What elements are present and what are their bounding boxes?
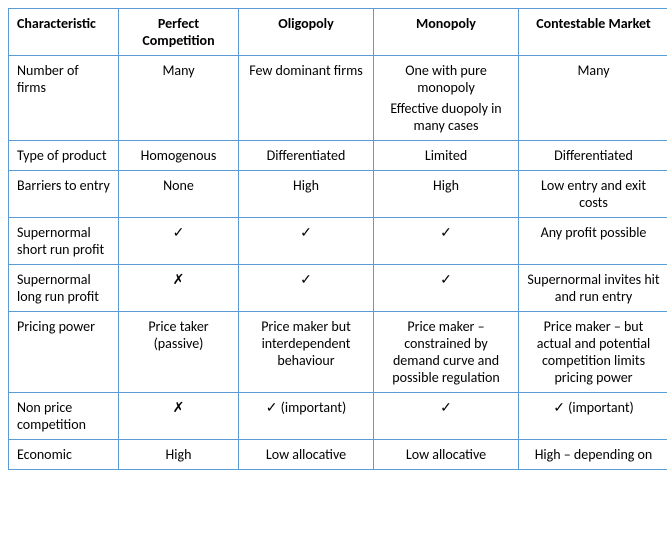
table-cell: Low allocative bbox=[239, 440, 374, 470]
table-cell: Differentiated bbox=[239, 141, 374, 171]
table-cell: High bbox=[119, 440, 239, 470]
table-row: Number of firmsManyFew dominant firmsOne… bbox=[9, 56, 667, 141]
table-cell: One with pure monopoly Effective duopoly … bbox=[374, 56, 519, 141]
table-cell: Few dominant firms bbox=[239, 56, 374, 141]
col-characteristic: Characteristic bbox=[9, 9, 119, 56]
col-monopoly: Monopoly bbox=[374, 9, 519, 56]
cell-line: One with pure monopoly bbox=[382, 62, 510, 96]
table-row: EconomicHighLow allocativeLow allocative… bbox=[9, 440, 667, 470]
row-label: Number of firms bbox=[9, 56, 119, 141]
table-cell: Low entry and exit costs bbox=[519, 171, 667, 218]
table-cell: ✓ (important) bbox=[519, 393, 667, 440]
table-row: Supernormal long run profit✗✓✓Supernorma… bbox=[9, 265, 667, 312]
col-contestable-market: Contestable Market bbox=[519, 9, 667, 56]
table-cell: Price maker – but actual and potential c… bbox=[519, 312, 667, 393]
table-cell: ✓ bbox=[239, 218, 374, 265]
table-header-row: Characteristic Perfect Competition Oligo… bbox=[9, 9, 667, 56]
row-label: Barriers to entry bbox=[9, 171, 119, 218]
col-oligopoly: Oligopoly bbox=[239, 9, 374, 56]
row-label: Economic bbox=[9, 440, 119, 470]
table-cell: High bbox=[239, 171, 374, 218]
row-label: Supernormal short run profit bbox=[9, 218, 119, 265]
table-body: Number of firmsManyFew dominant firmsOne… bbox=[9, 56, 667, 470]
table-cell: ✓ bbox=[239, 265, 374, 312]
table-cell: Many bbox=[119, 56, 239, 141]
row-label: Type of product bbox=[9, 141, 119, 171]
table-row: Non price competition✗✓ (important)✓✓ (i… bbox=[9, 393, 667, 440]
table-cell: Price maker – constrained by demand curv… bbox=[374, 312, 519, 393]
row-label: Pricing power bbox=[9, 312, 119, 393]
table-cell: None bbox=[119, 171, 239, 218]
table-row: Supernormal short run profit✓✓✓Any profi… bbox=[9, 218, 667, 265]
table-cell: ✓ bbox=[374, 218, 519, 265]
market-structure-table: Characteristic Perfect Competition Oligo… bbox=[8, 8, 667, 470]
table-cell: Price maker but interdependent behaviour bbox=[239, 312, 374, 393]
cell-line: Effective duopoly in many cases bbox=[382, 100, 510, 134]
table-cell: Low allocative bbox=[374, 440, 519, 470]
table-cell: ✗ bbox=[119, 393, 239, 440]
table-row: Type of productHomogenousDifferentiatedL… bbox=[9, 141, 667, 171]
table-row: Barriers to entryNoneHighHighLow entry a… bbox=[9, 171, 667, 218]
table-cell: High – depending on bbox=[519, 440, 667, 470]
table-cell: Price taker (passive) bbox=[119, 312, 239, 393]
row-label: Supernormal long run profit bbox=[9, 265, 119, 312]
table-cell: Differentiated bbox=[519, 141, 667, 171]
table-cell: Supernormal invites hit and run entry bbox=[519, 265, 667, 312]
table-cell: High bbox=[374, 171, 519, 218]
table-cell: ✓ bbox=[374, 393, 519, 440]
table-cell: ✓ bbox=[119, 218, 239, 265]
table-cell: ✓ bbox=[374, 265, 519, 312]
col-perfect-competition: Perfect Competition bbox=[119, 9, 239, 56]
table-cell: Any profit possible bbox=[519, 218, 667, 265]
table-cell: ✓ (important) bbox=[239, 393, 374, 440]
table-row: Pricing powerPrice taker (passive)Price … bbox=[9, 312, 667, 393]
table-cell: Limited bbox=[374, 141, 519, 171]
table-cell: Homogenous bbox=[119, 141, 239, 171]
row-label: Non price competition bbox=[9, 393, 119, 440]
table-cell: Many bbox=[519, 56, 667, 141]
table-cell: ✗ bbox=[119, 265, 239, 312]
